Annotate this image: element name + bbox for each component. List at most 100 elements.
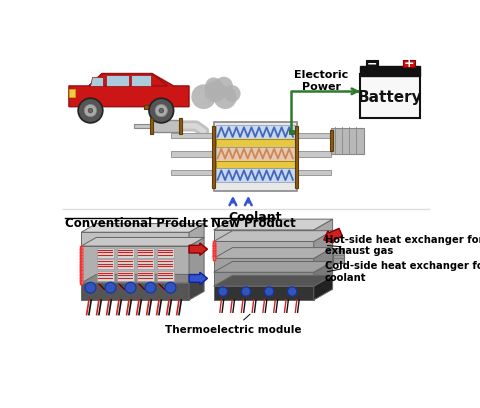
Bar <box>156 271 174 281</box>
Circle shape <box>78 98 103 123</box>
Bar <box>214 122 297 191</box>
Circle shape <box>159 108 164 113</box>
Bar <box>366 60 378 67</box>
Polygon shape <box>81 275 204 283</box>
Bar <box>137 248 154 257</box>
Circle shape <box>105 282 116 293</box>
Circle shape <box>192 84 216 109</box>
Text: −: − <box>367 57 378 70</box>
Polygon shape <box>189 237 204 283</box>
Polygon shape <box>69 73 189 107</box>
Bar <box>360 73 420 118</box>
Bar <box>289 130 294 134</box>
Text: New Product: New Product <box>211 217 296 230</box>
Bar <box>216 147 295 161</box>
Circle shape <box>88 108 93 113</box>
Bar <box>156 259 174 269</box>
Polygon shape <box>214 242 314 258</box>
Polygon shape <box>81 283 189 300</box>
Polygon shape <box>214 248 333 258</box>
FancyArrow shape <box>189 272 207 285</box>
Bar <box>151 120 180 132</box>
Polygon shape <box>314 275 333 300</box>
Text: Coolant: Coolant <box>228 211 282 224</box>
Circle shape <box>218 287 228 296</box>
Bar <box>171 170 214 175</box>
Bar <box>156 248 174 257</box>
Polygon shape <box>131 75 151 86</box>
Text: Battery: Battery <box>358 90 422 105</box>
Bar <box>137 271 154 281</box>
Bar <box>96 248 114 257</box>
Bar <box>137 259 154 269</box>
Bar <box>403 60 415 67</box>
Polygon shape <box>81 232 189 246</box>
FancyArrow shape <box>189 243 207 255</box>
FancyArrow shape <box>324 228 342 243</box>
Polygon shape <box>106 75 129 86</box>
Bar <box>297 151 332 157</box>
Text: +: + <box>404 57 415 70</box>
Polygon shape <box>314 219 333 242</box>
Circle shape <box>205 78 222 94</box>
Bar <box>216 169 295 182</box>
Polygon shape <box>214 275 333 286</box>
Bar <box>96 259 114 269</box>
Circle shape <box>165 282 176 293</box>
Bar <box>333 248 344 263</box>
Bar <box>171 133 214 138</box>
Circle shape <box>204 80 226 102</box>
Polygon shape <box>214 219 333 230</box>
Polygon shape <box>214 230 314 242</box>
Polygon shape <box>89 73 168 86</box>
Polygon shape <box>214 272 314 286</box>
Bar <box>216 125 295 139</box>
Bar <box>216 161 295 169</box>
Bar <box>134 124 151 128</box>
Bar <box>69 89 75 97</box>
Polygon shape <box>81 246 189 283</box>
Bar <box>297 133 332 138</box>
Bar <box>96 271 114 281</box>
Bar <box>212 126 215 188</box>
Bar <box>332 127 364 155</box>
Polygon shape <box>314 262 333 286</box>
Polygon shape <box>81 237 204 246</box>
Text: Cold-side heat exchanger for
coolant: Cold-side heat exchanger for coolant <box>324 262 480 283</box>
Bar <box>295 126 299 188</box>
Polygon shape <box>314 231 333 258</box>
Circle shape <box>264 287 274 296</box>
Bar <box>360 66 420 76</box>
Circle shape <box>149 98 174 123</box>
Circle shape <box>84 104 96 117</box>
Bar <box>171 151 214 157</box>
Polygon shape <box>189 224 204 246</box>
Polygon shape <box>214 262 333 272</box>
Polygon shape <box>214 258 314 272</box>
Polygon shape <box>214 231 333 242</box>
Text: Electoric
Power: Electoric Power <box>294 71 348 92</box>
Bar <box>330 130 333 151</box>
Polygon shape <box>189 275 204 300</box>
Circle shape <box>241 287 251 296</box>
Bar <box>117 248 133 257</box>
Bar <box>297 170 332 175</box>
Bar <box>179 118 182 134</box>
Text: Thermoelectric module: Thermoelectric module <box>165 314 301 335</box>
Circle shape <box>214 86 237 109</box>
Bar <box>216 139 295 147</box>
Circle shape <box>125 282 136 293</box>
Polygon shape <box>90 77 103 86</box>
Circle shape <box>224 85 240 102</box>
Text: Hot-side heat exchanger for
exhaust gas: Hot-side heat exchanger for exhaust gas <box>324 235 480 256</box>
Bar <box>150 118 153 134</box>
Bar <box>117 271 133 281</box>
Circle shape <box>155 104 168 117</box>
Polygon shape <box>314 248 333 272</box>
Bar <box>117 259 133 269</box>
Text: Conventional Product: Conventional Product <box>65 217 208 230</box>
Circle shape <box>215 77 233 95</box>
Polygon shape <box>81 224 204 232</box>
Circle shape <box>85 282 96 293</box>
Circle shape <box>145 282 156 293</box>
